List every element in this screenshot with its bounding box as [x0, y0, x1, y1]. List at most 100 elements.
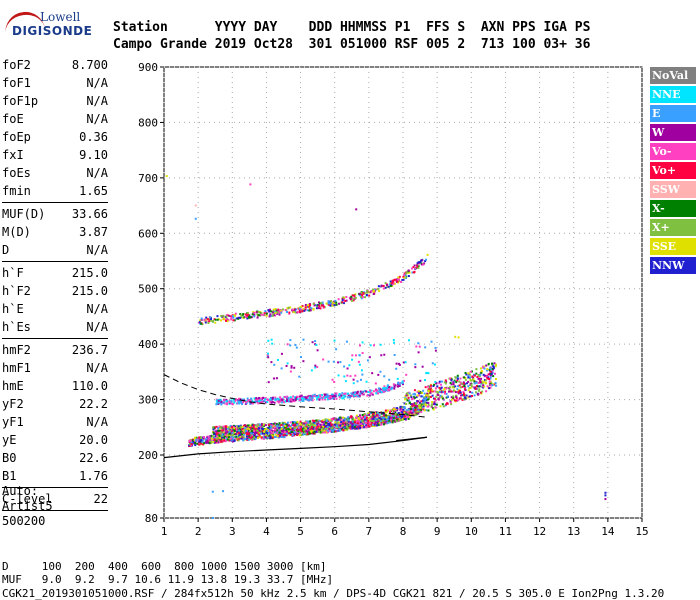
echo-point [364, 296, 367, 299]
echo-point [210, 317, 213, 320]
echo-point [324, 421, 327, 424]
echo-point [454, 391, 457, 394]
echo-point [379, 418, 382, 421]
echo-point [281, 431, 284, 434]
echo-point [285, 427, 288, 430]
echo-point [463, 384, 466, 387]
echo-point [277, 399, 280, 402]
echo-point [231, 435, 234, 438]
echo-point [384, 411, 387, 414]
echo-point [346, 367, 349, 370]
echo-point [260, 312, 263, 315]
echo-point [270, 398, 273, 401]
echo-point [213, 432, 216, 435]
sparse-point [222, 490, 225, 493]
echo-point [258, 400, 261, 403]
echo-point [405, 412, 408, 415]
echo-point [405, 272, 408, 275]
echo-point [400, 409, 403, 412]
echo-point [341, 392, 344, 395]
echo-point [298, 428, 301, 431]
echo-point [306, 433, 309, 436]
echo-point [314, 364, 317, 367]
echo-point [313, 393, 316, 396]
echo-point [479, 391, 482, 394]
echo-point [214, 432, 217, 435]
echo-point [241, 433, 244, 436]
echo-point [304, 396, 307, 399]
x-tick-label: 1 [161, 525, 168, 538]
echo-point [484, 382, 487, 385]
echo-point [383, 353, 386, 356]
echo-point [472, 376, 475, 379]
echo-point [274, 312, 277, 315]
echo-point [317, 307, 320, 310]
echo-point [378, 414, 381, 417]
echo-point [287, 400, 290, 403]
echo-point [285, 432, 288, 435]
echo-point [333, 423, 336, 426]
echo-point [408, 401, 411, 404]
echo-point [346, 421, 349, 424]
echo-point [402, 379, 405, 382]
echo-point [323, 397, 326, 400]
echo-point [258, 401, 261, 404]
echo-point [222, 314, 225, 317]
echo-point [212, 430, 215, 433]
echo-point [442, 390, 445, 393]
echo-point [397, 278, 400, 281]
x-tick-label: 12 [533, 525, 546, 538]
echo-point [298, 311, 301, 314]
echo-point [371, 393, 374, 396]
echo-point [340, 421, 343, 424]
param-value: N/A [86, 76, 108, 90]
echo-point [486, 369, 489, 372]
echo-point [249, 316, 252, 319]
echo-point [422, 401, 425, 404]
echo-point [278, 431, 281, 434]
echo-point [393, 354, 396, 357]
echo-point [478, 375, 481, 378]
echo-point [365, 390, 368, 393]
echo-point [312, 431, 315, 434]
echo-point [257, 398, 260, 401]
echo-point [282, 401, 285, 404]
echo-point [382, 419, 385, 422]
echo-point [225, 435, 228, 438]
echo-point [261, 427, 264, 430]
echo-point [390, 418, 393, 421]
echo-point [352, 378, 355, 381]
echo-point [359, 421, 362, 424]
echo-point [232, 319, 235, 322]
param-name: foE [2, 112, 24, 126]
echo-point [253, 433, 256, 436]
x-tick-label: 9 [434, 525, 441, 538]
echo-point [237, 430, 240, 433]
echo-point [325, 395, 328, 398]
echo-point [235, 429, 238, 432]
echo-point [233, 401, 236, 404]
echo-point [386, 418, 389, 421]
echo-point [431, 362, 434, 365]
echo-point [262, 313, 265, 316]
echo-point [352, 393, 355, 396]
echo-point [360, 423, 363, 426]
echo-point [477, 381, 480, 384]
echo-point [266, 428, 269, 431]
echo-point [265, 433, 268, 436]
echo-point [423, 262, 426, 265]
echo-point [251, 430, 254, 433]
echo-point [417, 262, 420, 265]
echo-point [398, 279, 401, 282]
echo-point [434, 349, 437, 352]
echo-point [267, 424, 270, 427]
echo-point [383, 414, 386, 417]
echo-point [481, 370, 484, 373]
echo-point [273, 314, 276, 317]
echo-point [490, 368, 493, 371]
echo-point [429, 395, 432, 398]
x-tick-label: 7 [366, 525, 373, 538]
echo-point [337, 424, 340, 427]
echo-point [410, 403, 413, 406]
echo-point [313, 420, 316, 423]
